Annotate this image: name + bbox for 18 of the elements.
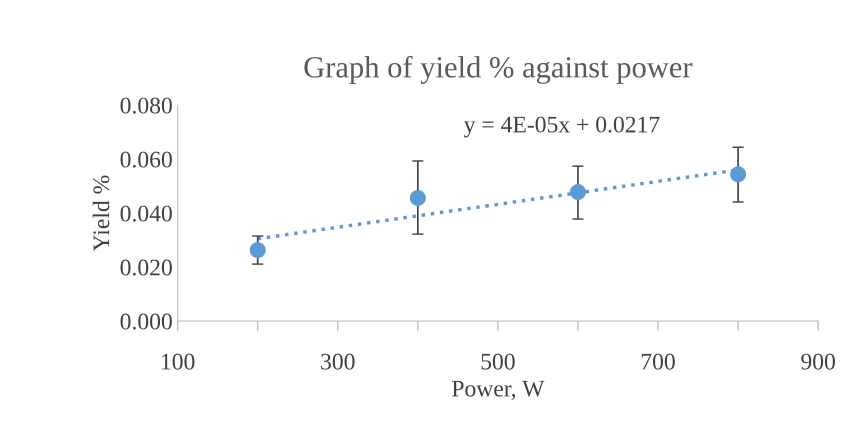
y-tick-label: 0.080 (120, 98, 172, 114)
y-tick-label: 0.000 (120, 314, 172, 330)
y-tick-label: 0.040 (120, 206, 172, 222)
point (570, 184, 586, 200)
annotation: y = 4E-05x + 0.0217 (464, 116, 660, 138)
x-axis-title: Power, W (452, 380, 544, 400)
point (250, 242, 266, 258)
chart-title: Graph of yield % against power (304, 56, 692, 84)
point (730, 166, 746, 182)
x-tick-label: 500 (482, 354, 515, 370)
y-axis-title: Yield % (92, 176, 110, 252)
x-tick-label: 700 (642, 354, 675, 370)
y-tick-label: 0.060 (120, 152, 172, 168)
point (410, 190, 426, 206)
x-tick-label: 100 (162, 354, 194, 370)
y-tick-label: 0.020 (120, 260, 172, 276)
x-tick-label: 300 (321, 354, 355, 370)
x-tick-label: 900 (801, 354, 835, 370)
